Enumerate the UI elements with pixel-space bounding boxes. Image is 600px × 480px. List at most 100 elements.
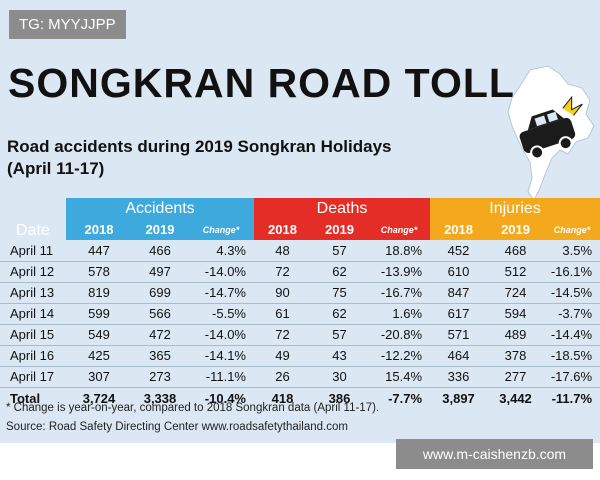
injuries-2019-cell: 512 (487, 261, 545, 283)
subtitle: Road accidents during 2019 Songkran Holi… (7, 136, 447, 180)
injuries-change-cell: -14.5% (544, 282, 600, 304)
table-row: April 17 307 273 -11.1% 26 30 15.4% 336 277 -17.6… (0, 366, 600, 388)
deaths-change-header: Change* (368, 219, 431, 240)
injuries-2018-cell: 336 (430, 366, 488, 388)
date-cell: April 16 (0, 345, 66, 367)
accidents-2018-cell: 447 (66, 240, 132, 262)
deaths-change-cell: -12.2% (368, 345, 431, 367)
injuries-2019-header: 2019 (487, 219, 545, 240)
date-cell: April 15 (0, 324, 66, 346)
accidents-2019-header: 2019 (132, 219, 188, 240)
injuries-2019-cell: 594 (487, 303, 545, 325)
accidents-2018-cell: 425 (66, 345, 132, 367)
date-column-header: Date (0, 198, 66, 240)
accidents-group-header: Accidents (66, 198, 254, 219)
injuries-2019-cell: 468 (487, 240, 545, 262)
sub-header-row: 2018 2019 Change* 2018 2019 Change* 2018… (0, 219, 600, 240)
deaths-change-cell: -13.9% (368, 261, 431, 283)
watermark-tag: TG: MYYJJPP (9, 10, 126, 39)
total-deaths-2019-cell: 386 (311, 386, 368, 409)
accidents-2019-cell: 466 (132, 240, 188, 262)
road-toll-table: Date Accidents Deaths Injuries 2018 2019… (0, 198, 600, 409)
total-injuries-2018-cell: 3,897 (430, 386, 488, 409)
accidents-change-cell: 4.3% (188, 240, 254, 262)
table-row: April 16 425 365 -14.1% 49 43 -12.2% 464 378 -18.… (0, 345, 600, 367)
deaths-2019-cell: 43 (311, 345, 368, 367)
table-row: April 12 578 497 -14.0% 72 62 -13.9% 610 512 -16.… (0, 261, 600, 283)
deaths-2018-cell: 90 (254, 282, 311, 304)
deaths-2018-cell: 72 (254, 324, 311, 346)
subtitle-line-1: Road accidents during 2019 Songkran Holi… (7, 137, 392, 156)
subtitle-line-2: (April 11-17) (7, 159, 105, 178)
accidents-change-header: Change* (188, 219, 254, 240)
accidents-2018-cell: 819 (66, 282, 132, 304)
deaths-2018-header: 2018 (254, 219, 311, 240)
injuries-2019-cell: 378 (487, 345, 545, 367)
accidents-2019-cell: 273 (132, 366, 188, 388)
accidents-2018-cell: 578 (66, 261, 132, 283)
deaths-2019-cell: 30 (311, 366, 368, 388)
date-cell: April 17 (0, 366, 66, 388)
injuries-2018-cell: 464 (430, 345, 488, 367)
accidents-2019-cell: 365 (132, 345, 188, 367)
accidents-change-cell: -14.1% (188, 345, 254, 367)
accidents-change-cell: -14.7% (188, 282, 254, 304)
total-deaths-change-cell: -7.7% (368, 386, 431, 409)
group-header-row: Date Accidents Deaths Injuries (0, 198, 600, 240)
infographic-panel: SONGKRAN ROAD TOLL Road accidents during… (0, 0, 600, 443)
footnote: * Change is year-on-year, compared to 20… (6, 402, 380, 414)
table-row: April 13 819 699 -14.7% 90 75 -16.7% 847 724 -14.… (0, 282, 600, 304)
deaths-2019-header: 2019 (311, 219, 368, 240)
source-note: Source: Road Safety Directing Center www… (6, 421, 348, 433)
deaths-2019-cell: 62 (311, 261, 368, 283)
injuries-2019-cell: 724 (487, 282, 545, 304)
injuries-2018-cell: 571 (430, 324, 488, 346)
accidents-change-cell: -5.5% (188, 303, 254, 325)
deaths-2018-cell: 72 (254, 261, 311, 283)
accidents-2019-cell: 472 (132, 324, 188, 346)
accidents-change-cell: -11.1% (188, 366, 254, 388)
accidents-2018-cell: 307 (66, 366, 132, 388)
accidents-2019-cell: 566 (132, 303, 188, 325)
accidents-2019-cell: 497 (132, 261, 188, 283)
table-row: April 14 599 566 -5.5% 61 62 1.6% 617 594 -3.7% (0, 303, 600, 325)
accidents-2018-header: 2018 (66, 219, 132, 240)
deaths-2018-cell: 61 (254, 303, 311, 325)
date-cell: April 11 (0, 240, 66, 262)
deaths-change-cell: 15.4% (368, 366, 431, 388)
deaths-2018-cell: 48 (254, 240, 311, 262)
total-deaths-2018-cell: 418 (254, 386, 311, 409)
table-row: April 11 447 466 4.3% 48 57 18.8% 452 468 3.5% (0, 240, 600, 262)
injuries-2018-cell: 847 (430, 282, 488, 304)
total-injuries-2019-cell: 3,442 (487, 386, 545, 409)
deaths-change-cell: -20.8% (368, 324, 431, 346)
table-row: April 15 549 472 -14.0% 72 57 -20.8% 571 489 -14.… (0, 324, 600, 346)
thailand-map-icon (507, 65, 595, 201)
deaths-2019-cell: 57 (311, 240, 368, 262)
injuries-change-cell: -18.5% (544, 345, 600, 367)
injuries-2019-cell: 277 (487, 366, 545, 388)
total-row: Total 3,724 3,338 -10.4% 418 386 -7.7% 3,897 3,4… (0, 386, 600, 409)
injuries-2018-header: 2018 (430, 219, 488, 240)
accidents-change-cell: -14.0% (188, 324, 254, 346)
url-watermark: www.m-caishenzb.com (396, 439, 593, 469)
date-cell: April 14 (0, 303, 66, 325)
injuries-change-cell: -14.4% (544, 324, 600, 346)
injuries-2018-cell: 610 (430, 261, 488, 283)
deaths-change-cell: 1.6% (368, 303, 431, 325)
injuries-change-cell: -16.1% (544, 261, 600, 283)
deaths-change-cell: -16.7% (368, 282, 431, 304)
total-injuries-change-cell: -11.7% (544, 386, 600, 409)
date-cell: April 13 (0, 282, 66, 304)
total-accidents-2019-cell: 3,338 (132, 386, 188, 409)
accidents-2018-cell: 549 (66, 324, 132, 346)
page-title: SONGKRAN ROAD TOLL (8, 60, 515, 106)
deaths-2019-cell: 75 (311, 282, 368, 304)
total-label: Total (0, 386, 66, 409)
deaths-2019-cell: 57 (311, 324, 368, 346)
injuries-2018-cell: 617 (430, 303, 488, 325)
date-cell: April 12 (0, 261, 66, 283)
total-accidents-2018-cell: 3,724 (66, 386, 132, 409)
deaths-group-header: Deaths (254, 198, 431, 219)
injuries-2019-cell: 489 (487, 324, 545, 346)
